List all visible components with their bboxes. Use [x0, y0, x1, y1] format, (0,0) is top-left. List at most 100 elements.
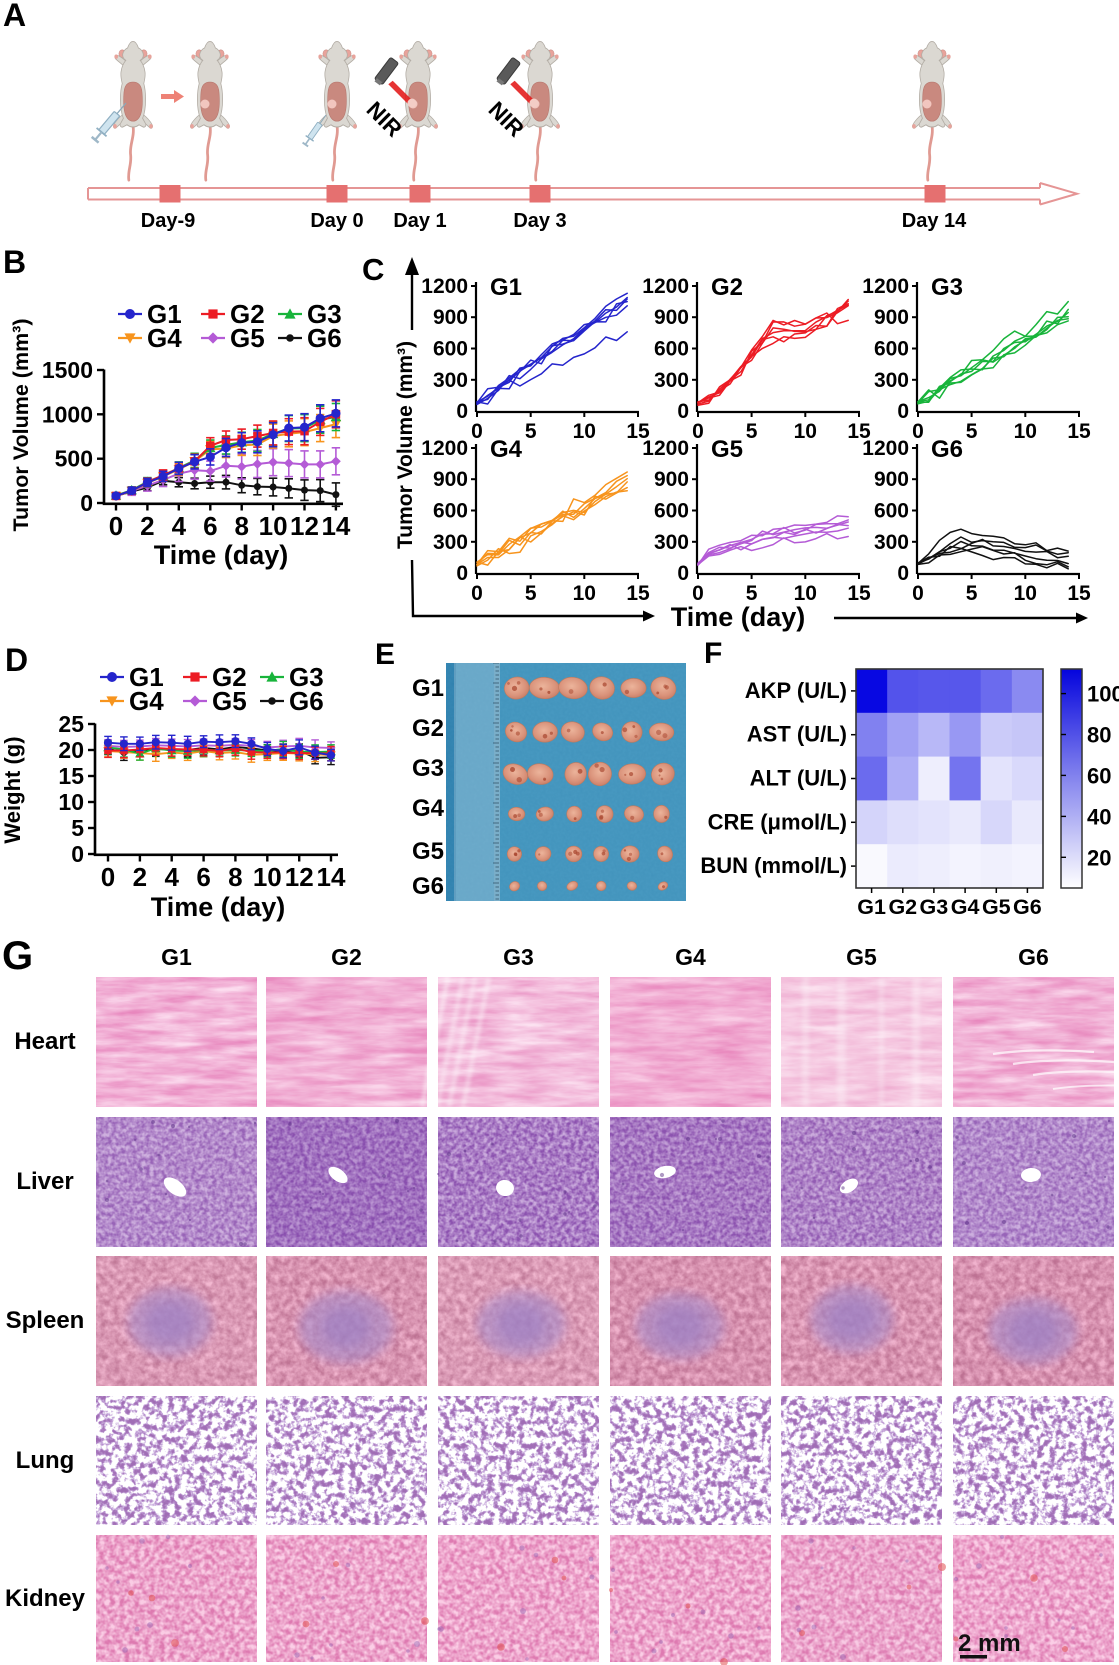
svg-text:10: 10 [1014, 582, 1037, 605]
svg-text:10: 10 [794, 582, 817, 605]
svg-text:300: 300 [433, 369, 468, 392]
svg-text:900: 900 [433, 306, 468, 329]
svg-text:40: 40 [1087, 804, 1111, 829]
svg-text:15: 15 [847, 420, 871, 443]
svg-text:G6: G6 [931, 436, 963, 463]
svg-text:Time (day): Time (day) [151, 892, 286, 922]
svg-text:G1: G1 [129, 662, 164, 692]
svg-text:C: C [362, 252, 384, 287]
svg-text:G1: G1 [490, 274, 522, 301]
svg-text:Day-9: Day-9 [141, 210, 195, 232]
svg-text:G5: G5 [230, 323, 265, 353]
svg-text:600: 600 [433, 500, 468, 523]
svg-text:14: 14 [321, 511, 350, 541]
svg-text:1200: 1200 [421, 437, 468, 460]
svg-text:12: 12 [290, 511, 319, 541]
svg-text:900: 900 [874, 306, 909, 329]
svg-text:G2: G2 [230, 299, 265, 329]
svg-text:G3: G3 [931, 274, 963, 301]
svg-text:0: 0 [456, 562, 468, 585]
svg-text:Day 14: Day 14 [902, 210, 967, 232]
svg-text:5: 5 [746, 420, 758, 443]
svg-text:0: 0 [677, 562, 689, 585]
svg-text:600: 600 [874, 338, 909, 361]
svg-text:AKP (U/L): AKP (U/L) [745, 678, 847, 703]
svg-text:0: 0 [71, 841, 84, 867]
svg-text:NIR: NIR [484, 97, 529, 142]
svg-text:300: 300 [874, 531, 909, 554]
svg-text:10: 10 [1014, 420, 1037, 443]
svg-text:2: 2 [140, 511, 154, 541]
svg-text:0: 0 [912, 582, 924, 605]
svg-text:NIR: NIR [362, 97, 407, 142]
svg-text:G6: G6 [289, 686, 324, 716]
svg-text:0: 0 [471, 420, 483, 443]
svg-text:5: 5 [525, 582, 537, 605]
svg-text:5: 5 [966, 582, 978, 605]
svg-text:G4: G4 [129, 686, 164, 716]
svg-text:G4: G4 [951, 895, 980, 919]
svg-text:900: 900 [654, 468, 689, 491]
svg-text:8: 8 [234, 511, 248, 541]
svg-text:Weight (g): Weight (g) [0, 736, 25, 843]
svg-text:G5: G5 [212, 686, 247, 716]
svg-text:4: 4 [172, 511, 187, 541]
svg-text:Day 3: Day 3 [513, 210, 566, 232]
svg-text:D: D [5, 642, 28, 678]
svg-text:900: 900 [433, 468, 468, 491]
svg-text:900: 900 [654, 306, 689, 329]
svg-text:0: 0 [456, 400, 468, 423]
svg-text:12: 12 [285, 862, 314, 892]
svg-text:G4: G4 [147, 323, 182, 353]
svg-text:A: A [3, 0, 26, 33]
svg-text:10: 10 [253, 862, 282, 892]
svg-text:G3: G3 [920, 895, 949, 919]
svg-text:AST (U/L): AST (U/L) [747, 722, 847, 747]
svg-text:600: 600 [654, 500, 689, 523]
svg-text:20: 20 [1087, 845, 1111, 870]
svg-text:1200: 1200 [862, 437, 909, 460]
svg-text:10: 10 [58, 789, 84, 815]
svg-text:1500: 1500 [42, 357, 93, 383]
svg-text:G3: G3 [289, 662, 324, 692]
svg-text:100: 100 [1087, 682, 1119, 707]
svg-text:300: 300 [654, 531, 689, 554]
svg-text:0: 0 [897, 400, 909, 423]
svg-text:Time (day): Time (day) [154, 540, 289, 570]
svg-text:Day 0: Day 0 [310, 210, 363, 232]
svg-text:1200: 1200 [642, 437, 689, 460]
svg-text:15: 15 [1067, 420, 1091, 443]
svg-text:G5: G5 [982, 895, 1011, 919]
svg-text:BUN (mmol/L): BUN (mmol/L) [700, 853, 847, 878]
svg-text:15: 15 [1067, 582, 1091, 605]
svg-text:G1: G1 [147, 299, 182, 329]
svg-text:0: 0 [677, 400, 689, 423]
svg-text:10: 10 [573, 420, 596, 443]
svg-text:G4: G4 [490, 436, 523, 463]
svg-text:5: 5 [525, 420, 537, 443]
svg-text:0: 0 [109, 511, 123, 541]
svg-text:G2: G2 [888, 895, 917, 919]
svg-text:900: 900 [874, 468, 909, 491]
svg-text:0: 0 [471, 582, 483, 605]
svg-text:CRE (μmol/L): CRE (μmol/L) [708, 809, 847, 834]
svg-text:G6: G6 [1013, 895, 1042, 919]
svg-text:1200: 1200 [862, 275, 909, 298]
svg-text:0: 0 [101, 862, 115, 892]
svg-text:0: 0 [897, 562, 909, 585]
svg-text:80: 80 [1087, 723, 1111, 748]
svg-text:Time (day): Time (day) [671, 602, 806, 632]
svg-text:G5: G5 [711, 436, 743, 463]
svg-text:Day 1: Day 1 [393, 210, 446, 232]
svg-text:0: 0 [692, 582, 704, 605]
svg-text:15: 15 [626, 582, 650, 605]
svg-text:0: 0 [912, 420, 924, 443]
svg-text:B: B [3, 244, 26, 280]
svg-text:10: 10 [259, 511, 288, 541]
svg-text:600: 600 [654, 338, 689, 361]
svg-text:10: 10 [794, 420, 817, 443]
svg-text:G3: G3 [307, 299, 342, 329]
svg-text:1200: 1200 [421, 275, 468, 298]
svg-text:5: 5 [71, 815, 84, 841]
svg-text:15: 15 [58, 763, 84, 789]
